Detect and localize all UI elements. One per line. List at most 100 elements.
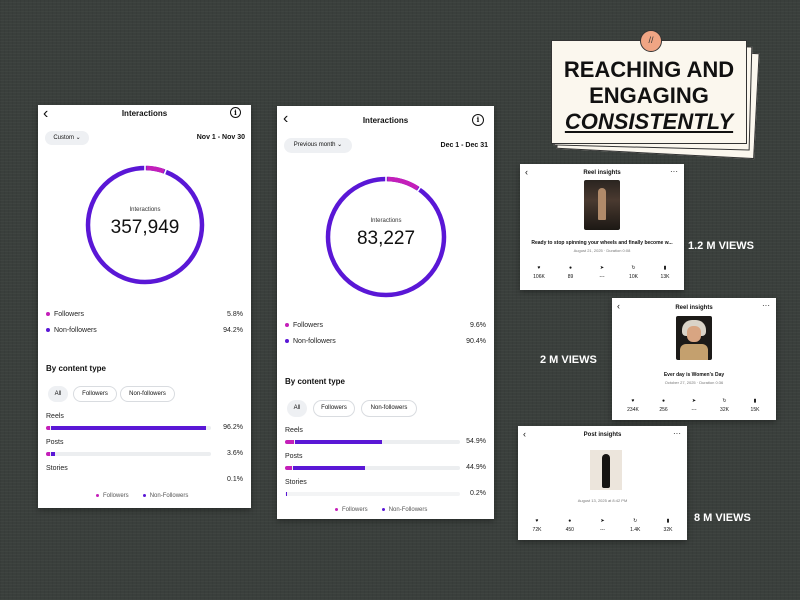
views-label-1: 1.2 M VIEWS bbox=[688, 240, 755, 252]
footer-legend-label: Followers bbox=[103, 493, 129, 499]
ring-gap bbox=[415, 185, 422, 193]
category-pct: 0.2% bbox=[470, 490, 486, 497]
ring-label: Interactions bbox=[370, 218, 402, 224]
tab-followers[interactable]: Followers bbox=[73, 386, 117, 402]
more-options-icon[interactable]: ··· bbox=[673, 429, 681, 438]
tab-all[interactable]: All bbox=[287, 400, 307, 417]
repost-icon: ↻ bbox=[722, 398, 727, 404]
more-options-icon[interactable]: ··· bbox=[670, 167, 678, 176]
card-title: Reel insights bbox=[675, 305, 713, 311]
category-pct: 44.9% bbox=[466, 464, 486, 471]
heart-icon: ♥ bbox=[631, 398, 635, 404]
legend-label: Followers bbox=[293, 322, 323, 329]
repost-icon: ↻ bbox=[631, 265, 636, 271]
post-insights-card: ‹ Post insights ··· August 13, 2025 at 8… bbox=[518, 426, 687, 540]
more-options-icon[interactable]: ··· bbox=[762, 301, 770, 310]
metric-shares: ➤ --- bbox=[590, 518, 616, 533]
card-title: Post insights bbox=[583, 432, 622, 438]
tab-non-followers[interactable]: Non-followers bbox=[120, 386, 175, 402]
tab-non-followers[interactable]: Non-followers bbox=[361, 400, 417, 417]
comment-icon: ● bbox=[568, 265, 573, 271]
footer-legend: Followers Non-Followers bbox=[335, 507, 427, 513]
interactions-panel-december: ‹ Interactions i Previous month ⌄ Dec 1 … bbox=[277, 106, 494, 519]
metric-value: --- bbox=[691, 407, 697, 413]
category-pct: 96.2% bbox=[223, 424, 243, 431]
metric-value: 234K bbox=[627, 407, 639, 413]
thumbnail-figure bbox=[602, 454, 610, 488]
pushpin-icon: // bbox=[640, 30, 662, 52]
tab-followers[interactable]: Followers bbox=[313, 400, 355, 417]
footer-legend-label: Non-Followers bbox=[388, 507, 428, 513]
metric-comments: ● 450 bbox=[557, 518, 583, 533]
metric-value: 89 bbox=[567, 274, 574, 280]
tab-all[interactable]: All bbox=[48, 386, 68, 402]
post-date: August 21, 2025 · Duration 0:08 bbox=[573, 248, 631, 253]
info-icon[interactable]: i bbox=[472, 114, 484, 126]
metric-value: 450 bbox=[565, 527, 574, 533]
bookmark-icon: ▮ bbox=[666, 518, 670, 524]
metric-reposts: ↻ 32K bbox=[712, 398, 738, 413]
reel-thumbnail[interactable] bbox=[676, 316, 712, 360]
metric-saves: ▮ 13K bbox=[652, 265, 678, 280]
followers-dot-icon bbox=[335, 507, 338, 511]
date-filter-dropdown[interactable]: Previous month ⌄ bbox=[284, 138, 352, 153]
date-filter-dropdown[interactable]: Custom ⌄ bbox=[45, 131, 89, 145]
back-arrow-icon[interactable]: ‹ bbox=[523, 429, 526, 439]
footer-legend: Followers Non-Followers bbox=[96, 493, 188, 499]
back-arrow-icon[interactable]: ‹ bbox=[617, 301, 620, 311]
metric-comments: ● 89 bbox=[558, 265, 584, 280]
nonfollowers-dot-icon bbox=[285, 339, 289, 344]
bar-followers-segment bbox=[285, 466, 292, 470]
category-bar bbox=[285, 492, 460, 496]
category-pct: 54.9% bbox=[466, 438, 486, 445]
back-arrow-icon[interactable]: ‹ bbox=[525, 167, 528, 177]
metric-value: --- bbox=[600, 527, 605, 533]
followers-dot-icon bbox=[46, 312, 50, 317]
share-icon: ➤ bbox=[600, 518, 605, 524]
interactions-ring-chart: Interactions 83,227 bbox=[323, 174, 449, 300]
bookmark-icon: ▮ bbox=[663, 265, 667, 271]
metrics-row: ♥ 72K ● 450 ➤ --- ↻ 1.4K ▮ 32K bbox=[524, 518, 681, 533]
heart-icon: ♥ bbox=[535, 518, 539, 524]
repost-icon: ↻ bbox=[633, 518, 638, 524]
date-range: Dec 1 - Dec 31 bbox=[440, 142, 488, 149]
heart-icon: ♥ bbox=[537, 265, 541, 271]
reel-thumbnail[interactable] bbox=[584, 180, 620, 230]
bookmark-icon: ▮ bbox=[753, 398, 757, 404]
legend-row-followers: Followers 5.8% bbox=[46, 311, 243, 318]
page-title: Interactions bbox=[121, 109, 168, 118]
comment-icon: ● bbox=[568, 518, 572, 524]
metric-value: 32K bbox=[720, 407, 729, 413]
legend-row-nonfollowers: Non-followers 90.4% bbox=[285, 338, 486, 345]
followers-dot-icon bbox=[285, 323, 289, 328]
bar-followers-segment bbox=[46, 452, 50, 456]
ring-svg bbox=[325, 175, 447, 298]
metric-likes: ♥ 106K bbox=[526, 265, 552, 280]
bar-nonfollowers-segment bbox=[294, 440, 383, 444]
share-icon: ➤ bbox=[691, 398, 697, 404]
legend-label: Non-followers bbox=[54, 327, 97, 334]
interactions-ring-chart: Interactions 357,949 bbox=[83, 163, 207, 287]
thumbnail-face bbox=[687, 326, 701, 342]
section-title: By content type bbox=[285, 377, 346, 386]
metric-value: 13K bbox=[660, 274, 670, 280]
info-icon[interactable]: i bbox=[230, 107, 241, 118]
metric-shares: ➤ --- bbox=[589, 265, 615, 280]
post-date: August 13, 2025 at 8:42 PM bbox=[577, 498, 628, 503]
post-thumbnail[interactable] bbox=[590, 450, 622, 490]
back-arrow-icon[interactable]: ‹ bbox=[43, 105, 49, 122]
post-date: October 27, 2025 · Duration 0:36 bbox=[664, 380, 724, 385]
category-name: Stories bbox=[46, 465, 68, 472]
category-name: Stories bbox=[285, 479, 307, 486]
views-label-2: 2 M VIEWS bbox=[540, 354, 597, 366]
nonfollowers-dot-icon bbox=[381, 507, 385, 511]
metric-saves: ▮ 15K bbox=[742, 398, 768, 413]
bar-nonfollowers-segment bbox=[286, 492, 287, 496]
nonfollowers-dot-icon bbox=[142, 493, 146, 497]
views-label-3: 8 M VIEWS bbox=[694, 512, 751, 524]
thumbnail-body bbox=[680, 344, 708, 360]
metric-comments: ● 256 bbox=[651, 398, 677, 413]
headline-line-1: REACHING AND bbox=[563, 57, 735, 82]
metric-value: 256 bbox=[659, 407, 668, 413]
back-arrow-icon[interactable]: ‹ bbox=[283, 110, 289, 127]
